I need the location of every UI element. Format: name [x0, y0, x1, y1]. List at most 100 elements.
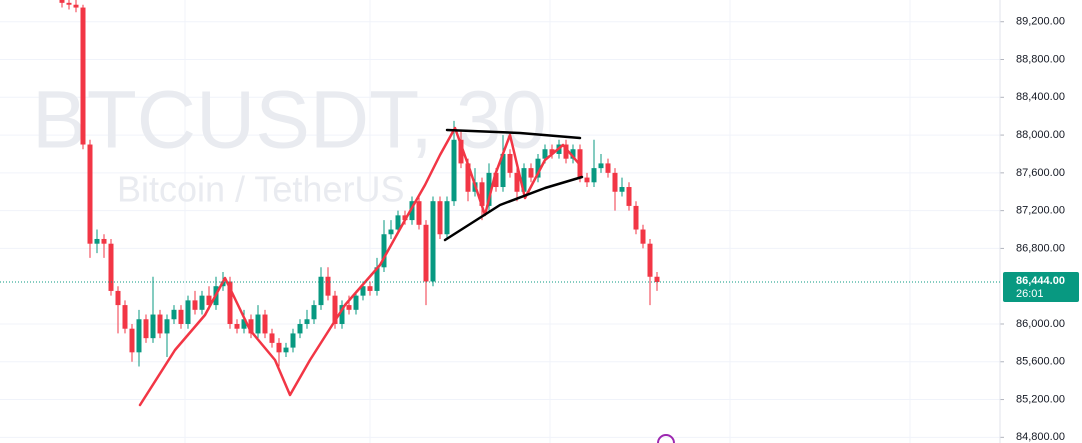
candle-body	[248, 319, 254, 334]
countdown-label: 26:01	[1016, 288, 1044, 300]
y-tick-label: 88,800.00	[1016, 53, 1065, 65]
candle-body	[374, 267, 380, 291]
candle-body	[94, 238, 100, 244]
candle-body	[465, 163, 471, 192]
horizontal-grid	[0, 21, 1000, 438]
drawings	[138, 126, 584, 407]
candle-body	[290, 333, 296, 348]
candle-body	[353, 295, 359, 310]
candle-body	[115, 290, 121, 306]
candle-body	[276, 342, 282, 353]
candle-body	[101, 238, 107, 244]
candle-body	[325, 276, 331, 296]
candle-body	[283, 347, 289, 353]
candle-body	[269, 333, 275, 343]
candle-body	[129, 328, 135, 353]
watermark-name: Bitcoin / TetherUS	[117, 169, 404, 210]
candle-body	[493, 172, 499, 188]
black-upper-line	[445, 128, 582, 140]
candle-body	[514, 172, 520, 192]
candle-body	[458, 139, 464, 164]
candle-body	[304, 319, 310, 324]
candle-body	[570, 149, 576, 159]
candle-body	[171, 309, 177, 320]
black-lower-line	[443, 175, 584, 242]
candle-body	[143, 319, 149, 339]
candle-body	[528, 168, 534, 178]
price-axis: 89,200.00 88,800.00 88,400.00 88,000.00 87,6…	[999, 0, 1065, 443]
candle-body	[122, 305, 128, 329]
candle-body	[500, 153, 506, 188]
event-icon[interactable]	[657, 434, 675, 443]
candle-body	[605, 163, 611, 173]
last-price-label: 86,444.00	[1016, 275, 1065, 287]
y-tick-label: 85,600.00	[1016, 356, 1065, 368]
candle-body	[297, 323, 303, 334]
candle-body	[647, 243, 653, 277]
candle-body	[654, 276, 660, 283]
candle-body	[479, 182, 485, 206]
candle-body	[339, 305, 345, 324]
candle-body	[311, 305, 317, 320]
y-tick-label: 84,800.00	[1016, 431, 1065, 443]
candle-body	[73, 4, 79, 8]
y-tick-label: 86,800.00	[1016, 242, 1065, 254]
candle-body	[409, 201, 415, 221]
y-tick-label: 85,200.00	[1016, 393, 1065, 405]
y-tick-label: 87,200.00	[1016, 205, 1065, 217]
y-tick-label: 86,000.00	[1016, 318, 1065, 330]
candle-body	[619, 187, 625, 192]
candle-body	[563, 144, 569, 159]
candle-body	[66, 2, 72, 5]
candles	[59, 0, 660, 367]
vertical-grid	[184, 0, 911, 443]
candle-body	[59, 0, 65, 3]
y-tick-label: 89,200.00	[1016, 16, 1065, 28]
y-tick-label: 87,600.00	[1016, 167, 1065, 179]
candle-body	[437, 201, 443, 235]
candle-body	[626, 187, 632, 206]
candle-body	[241, 319, 247, 329]
candle-body	[87, 144, 93, 244]
y-tick-label: 88,000.00	[1016, 129, 1065, 141]
candle-body	[521, 168, 527, 192]
candle-body	[318, 276, 324, 306]
candle-body	[255, 314, 261, 334]
candle-body	[206, 295, 212, 306]
candle-body	[199, 295, 205, 310]
candle-body	[164, 319, 170, 334]
candle-body	[416, 201, 422, 225]
candle-body	[486, 172, 492, 206]
candle-body	[430, 201, 436, 282]
candle-body	[157, 314, 163, 334]
y-tick-label: 88,400.00	[1016, 91, 1065, 103]
price-axis-bg	[1000, 0, 1082, 443]
candle-body	[360, 286, 366, 296]
candle-body	[234, 323, 240, 329]
candle-body	[388, 229, 394, 235]
candle-body	[136, 319, 142, 353]
candle-body	[640, 229, 646, 244]
candle-body	[185, 300, 191, 324]
candle-body	[633, 205, 639, 230]
candle-body	[598, 163, 604, 169]
candle-body	[535, 158, 541, 178]
candle-body	[612, 172, 618, 192]
candle-body	[451, 139, 457, 202]
candle-body	[542, 149, 548, 159]
candle-body	[108, 243, 114, 291]
candle-body	[444, 201, 450, 235]
candle-body	[262, 314, 268, 334]
candle-body	[178, 309, 184, 324]
candle-body	[549, 149, 555, 154]
candle-body	[80, 7, 86, 145]
candle-body	[591, 168, 597, 183]
candle-body	[423, 224, 429, 282]
red-trend-drawing	[138, 126, 582, 407]
candle-body	[507, 153, 513, 173]
watermark-symbol: BTCUSDT, 30	[32, 75, 547, 166]
candle-body	[346, 305, 352, 310]
candle-body	[332, 295, 338, 324]
candle-body	[381, 234, 387, 268]
